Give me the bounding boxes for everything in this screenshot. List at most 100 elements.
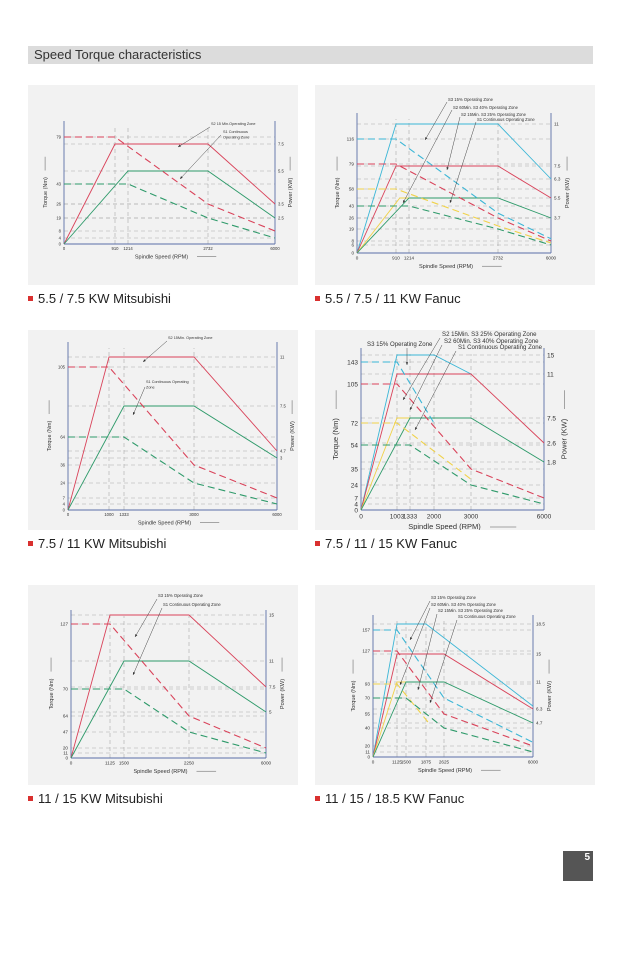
arrowhead-icon [403, 200, 406, 203]
x-tick-label: 0 [356, 256, 359, 261]
x-tick-label: 1333 [119, 512, 129, 517]
zone-annotation: S3 15% Operating Zone [367, 341, 433, 348]
x-tick-label: 910 [112, 246, 120, 251]
power-tick-label: 5.5 [554, 196, 561, 201]
zone-annotation: S3 15% Operating Zone [431, 595, 477, 600]
torque-tick-label: 0 [59, 241, 62, 246]
annotation-arrow-icon [429, 619, 458, 704]
caption-text: 5.5 / 7.5 KW Mitsubishi [38, 291, 171, 306]
power-axis-title: Power (KW) [288, 178, 294, 208]
torque-tick-label: 0 [351, 251, 354, 256]
section-title: Speed Torque characteristics [34, 47, 202, 62]
arrowhead-icon [410, 637, 413, 640]
cyan-torque-curve [373, 629, 534, 743]
x-tick-label: 3000 [464, 514, 479, 521]
speed-axis-title: Spindle Speed (RPM) [418, 768, 472, 774]
power-axis-title: Power (KW) [290, 421, 296, 451]
arrowhead-icon [405, 362, 409, 365]
torque-tick-label: 70 [365, 696, 371, 701]
green-torque-curve [64, 183, 276, 239]
torque-tick-label: 127 [60, 622, 68, 627]
x-tick-label: 6000 [272, 512, 282, 517]
red-torque-curve [68, 366, 278, 499]
arrowhead-icon [417, 687, 420, 690]
annotation-arrow-icon [132, 607, 163, 676]
torque-tick-label: 8 [351, 239, 354, 244]
caption-text: 7.5 / 11 KW Mitsubishi [38, 536, 167, 551]
x-tick-label: 2250 [184, 761, 195, 766]
arrowhead-icon [133, 672, 136, 675]
speed-torque-chart: 0 910 1214 2732 6000 116 79 58 43 26 19 86 0 11 7.5 6.3… [335, 97, 571, 270]
annotation-arrow-icon [132, 386, 146, 416]
arrowhead-icon [425, 137, 428, 140]
annotation-arrow-icon [446, 116, 461, 171]
power-tick-label: 11 [269, 659, 274, 664]
red-power-curve [63, 143, 276, 245]
zone-annotation: S1 Continuous Operating [146, 380, 189, 384]
zone-annotation: Operating Zone [223, 135, 249, 139]
torque-tick-label: 11 [365, 750, 370, 755]
zone-annotation: S1 Continuous Operating Zone [458, 344, 543, 351]
power-tick-label: 6.3 [536, 707, 543, 712]
zone-annotation: S3 15% Operating Zone [158, 593, 204, 598]
annotation-arrow-icon [414, 350, 457, 431]
torque-tick-label: 4 [59, 235, 62, 240]
x-tick-label: 1125 [105, 761, 115, 766]
yellow-power-curve [372, 681, 406, 758]
chart-caption: 5.5 / 7.5 KW Mitsubishi [28, 291, 171, 306]
torque-tick-label: 35 [351, 466, 359, 473]
green-torque-curve [71, 688, 267, 754]
power-tick-label: 3.5 [278, 201, 284, 206]
bullet-square-icon [315, 296, 320, 302]
torque-tick-label: 11 [63, 751, 68, 756]
power-tick-label: 4.7 [536, 721, 543, 726]
power-tick-label: 7.5 [269, 685, 276, 690]
green-torque-curve [68, 436, 278, 505]
red-power-curve [356, 165, 552, 254]
red-power-curve [360, 373, 545, 511]
zone-annotation: S2 15Min. S3 25% Operating Zone [461, 112, 527, 117]
green-power-curve [70, 660, 267, 759]
annotation-arrow-icon [142, 340, 168, 363]
power-tick-label: 7.5 [547, 415, 556, 422]
torque-tick-label: 79 [56, 134, 61, 139]
arrowhead-icon [429, 700, 432, 703]
annotation-arrow-icon [449, 121, 477, 204]
bullet-square-icon [315, 796, 320, 802]
x-tick-label: 6000 [537, 514, 552, 521]
cyan-torque-curve [361, 361, 435, 424]
red-power-curve [372, 653, 534, 758]
chart-panel: 0 1125 1500 2250 6000 127 70 64 47 20 11 0 15 11 7.5 5 T… [28, 585, 298, 785]
power-tick-label: 15 [536, 652, 542, 657]
arrowhead-icon [410, 407, 413, 410]
arrowhead-icon [403, 397, 406, 400]
chart-panel: 0 1003 1333 2000 3000 6000 143 105 72 54 35 24 7 4 0 15… [315, 330, 595, 530]
arrowhead-icon [446, 167, 449, 170]
x-tick-label: 3000 [189, 512, 199, 517]
chart-caption: 7.5 / 11 / 15 KW Fanuc [315, 536, 457, 551]
arrowhead-icon [415, 427, 418, 430]
cyan-power-curve [372, 623, 534, 758]
arrowhead-icon [135, 634, 138, 637]
torque-tick-label: 79 [349, 162, 355, 167]
green-power-curve [63, 170, 276, 245]
chart-caption: 7.5 / 11 KW Mitsubishi [28, 536, 166, 551]
zone-annotation: S2 60Min. S3 40% Operating Zone [431, 602, 497, 607]
torque-tick-label: 157 [362, 628, 370, 633]
torque-tick-label: 143 [347, 359, 358, 366]
power-tick-label: 3.7 [554, 216, 561, 221]
torque-tick-label: 55 [365, 712, 371, 717]
x-tick-label: 0 [67, 512, 70, 517]
chart-panel: 0 910 1214 2732 6000 79 43 26 19 8 4 0 7.5 5.5 3.5 2.5 T… [28, 85, 298, 285]
red-power-curve [67, 356, 278, 511]
power-tick-label: 2.6 [547, 440, 556, 447]
red-torque-curve [71, 623, 267, 749]
annotation-arrow-icon [399, 607, 431, 686]
zone-annotation: S2 15Min. Operating Zone [168, 336, 213, 340]
torque-axis-title: Torque (Nm) [335, 177, 341, 208]
zone-annotation: S2 15 Min.Operating Zone [211, 122, 256, 126]
x-tick-label: 0 [63, 246, 66, 251]
power-axis-title: Power (KW) [560, 418, 569, 459]
power-tick-label: 11 [536, 680, 541, 685]
torque-tick-label: 40 [365, 726, 371, 731]
